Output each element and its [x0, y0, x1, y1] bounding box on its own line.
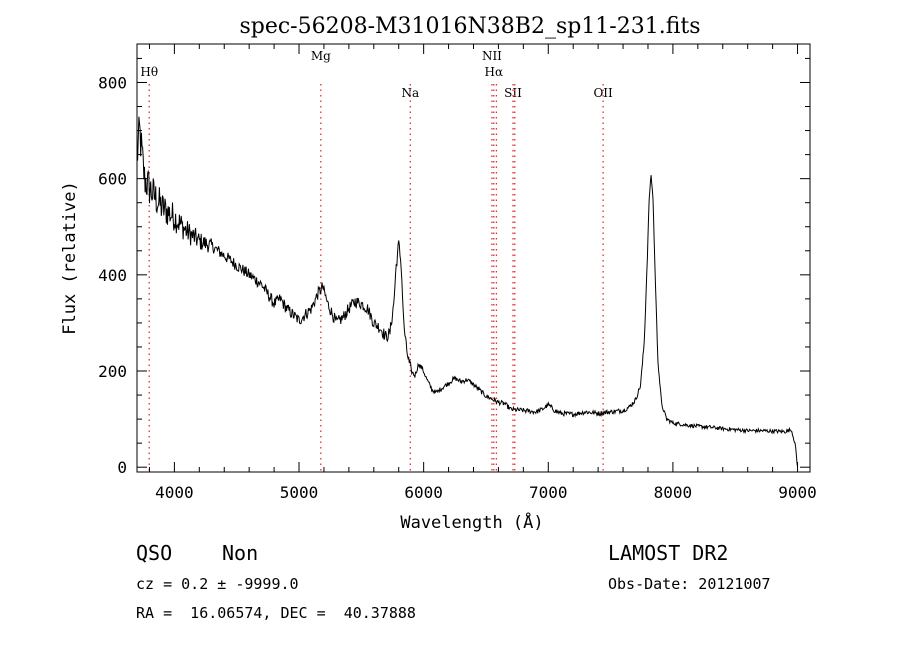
- emission-line-label: Mg: [311, 49, 331, 63]
- obs-date: Obs-Date: 20121007: [608, 575, 771, 593]
- survey-name: LAMOST DR2: [608, 541, 729, 565]
- x-tick-label: 8000: [654, 483, 693, 502]
- emission-line-label: Hθ: [140, 65, 158, 79]
- spectrum-series: [136, 116, 798, 468]
- y-tick-label: 600: [98, 170, 127, 189]
- emission-line-label: Hα: [485, 65, 504, 79]
- y-tick-label: 800: [98, 73, 127, 92]
- y-axis-label: Flux (relative): [60, 181, 80, 335]
- x-tick-label: 9000: [778, 483, 817, 502]
- x-tick-label: 6000: [404, 483, 443, 502]
- object-class: QSO: [136, 541, 173, 565]
- ra-dec-coordinates: RA = 16.06574, DEC = 40.37888: [136, 604, 416, 622]
- x-tick-label: 7000: [529, 483, 568, 502]
- chart-title: spec-56208-M31016N38B2_sp11-231.fits: [239, 14, 700, 39]
- y-tick-label: 200: [98, 362, 127, 381]
- plot-frame: [136, 43, 811, 473]
- emission-line-label: NII: [482, 49, 502, 63]
- x-tick-label: 5000: [280, 483, 319, 502]
- redshift-cz: cz = 0.2 ± -9999.0: [136, 575, 299, 593]
- y-tick-label: 400: [98, 266, 127, 285]
- y-tick-label: 0: [117, 458, 127, 477]
- emission-line-label: OII: [593, 86, 613, 100]
- x-axis-label: Wavelength (Å): [400, 511, 543, 533]
- axis-ticks: 4000 5000 6000 7000 8000 9000 0 200 400 600 800: [98, 44, 817, 502]
- x-tick-label: 4000: [155, 483, 194, 502]
- object-subclass: Non: [222, 541, 259, 565]
- emission-line-label: SII: [504, 86, 522, 100]
- emission-line-label: Na: [401, 86, 419, 100]
